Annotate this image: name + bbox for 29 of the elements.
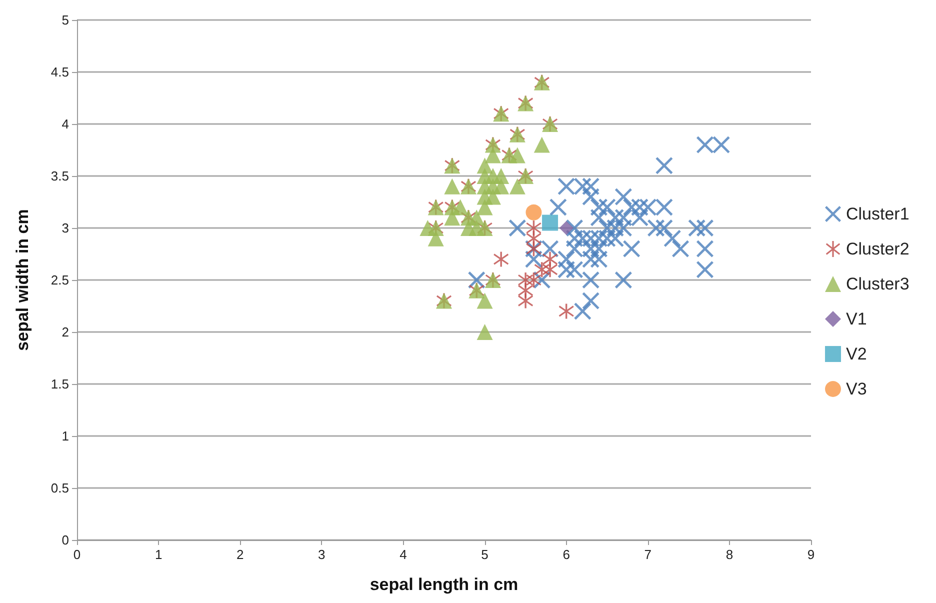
legend-label: V2 bbox=[846, 344, 867, 364]
y-tick-label: 0 bbox=[62, 532, 69, 548]
x-tick-label: 1 bbox=[154, 547, 162, 562]
y-tick-label: 0.5 bbox=[50, 480, 69, 496]
x-tick-label: 0 bbox=[73, 547, 81, 562]
y-tick-label: 2.5 bbox=[50, 272, 69, 288]
y-tick-label: 4.5 bbox=[50, 64, 69, 80]
legend-label: Cluster2 bbox=[846, 240, 910, 258]
y-tick-label: 1 bbox=[62, 428, 69, 444]
x-tick-label: 4 bbox=[400, 547, 407, 562]
x-tick-label: 9 bbox=[807, 547, 815, 562]
y-tick-label: 4 bbox=[62, 116, 69, 132]
x-tick-label: 6 bbox=[562, 547, 570, 562]
legend-label: Cluster3 bbox=[846, 274, 910, 294]
legend-label: Cluster1 bbox=[846, 204, 910, 224]
x-axis-title: sepal length in cm bbox=[370, 575, 518, 594]
y-tick-label: 3.5 bbox=[50, 168, 69, 184]
legend-label: V3 bbox=[846, 380, 867, 398]
x-tick-label: 5 bbox=[481, 547, 488, 562]
y-tick-label: 3 bbox=[62, 220, 69, 236]
x-tick-label: 2 bbox=[236, 547, 244, 562]
y-tick-label: 2 bbox=[62, 324, 69, 340]
legend-label: V1 bbox=[846, 310, 867, 328]
y-tick-label: 5 bbox=[62, 12, 69, 28]
x-tick-label: 7 bbox=[644, 547, 652, 562]
x-tick-label: 3 bbox=[318, 547, 326, 562]
y-axis-title: sepal width in cm bbox=[13, 209, 32, 351]
x-tick-label: 8 bbox=[726, 547, 734, 562]
y-tick-label: 1.5 bbox=[50, 376, 69, 392]
